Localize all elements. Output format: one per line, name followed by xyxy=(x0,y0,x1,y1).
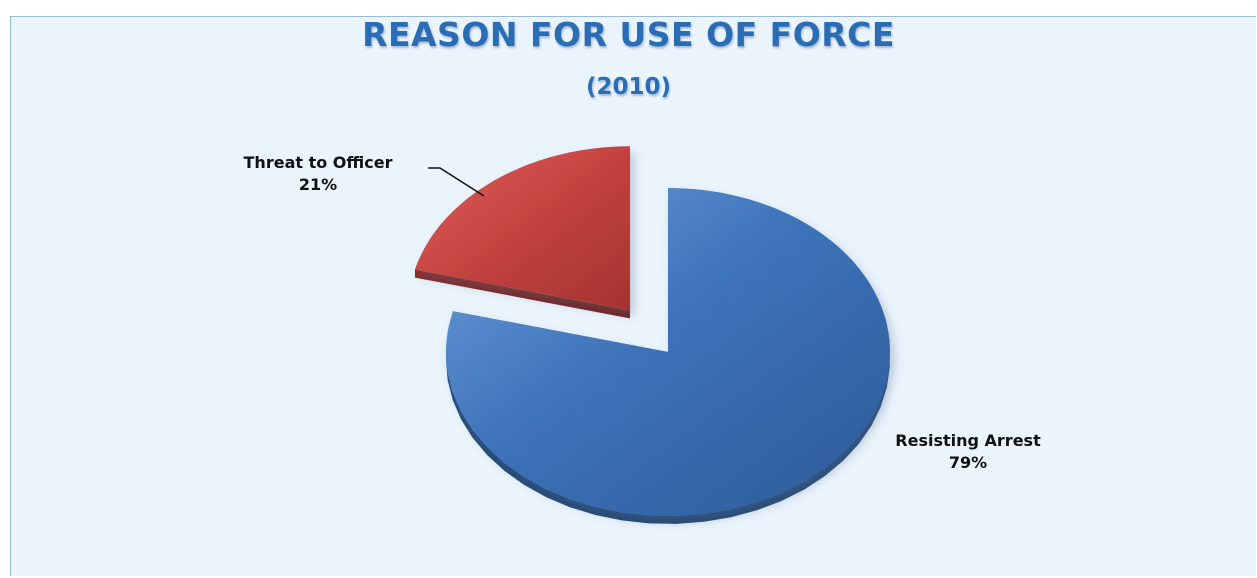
chart-title: REASON FOR USE OF FORCE xyxy=(362,15,895,54)
slice-percent-resisting-arrest: 79% xyxy=(949,453,987,472)
chart-subtitle: (2010) xyxy=(585,74,672,100)
pie-slice-resisting-arrest[interactable] xyxy=(446,188,891,516)
pie-slice-edge-threat-to-officer-0 xyxy=(414,269,630,319)
slice-label-resisting-arrest: Resisting Arrest xyxy=(895,431,1041,450)
pie-slice-threat-to-officer[interactable] xyxy=(415,146,630,311)
slice-label-threat-to-officer: Threat to Officer xyxy=(244,153,393,172)
leader-line-threat-to-officer xyxy=(428,167,485,197)
slice-percent-threat-to-officer: 21% xyxy=(299,175,337,194)
